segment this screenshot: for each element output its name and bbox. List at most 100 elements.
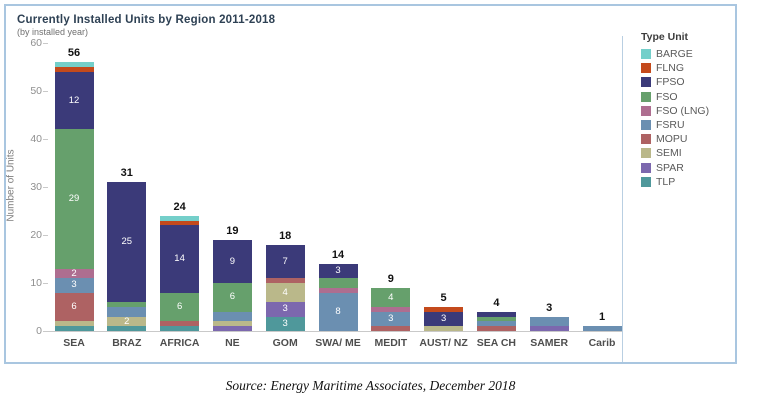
legend-item: SEMI [641,146,709,160]
y-tick-mark [43,43,48,44]
bar-segment [54,321,94,327]
legend-swatch [641,120,651,131]
bar-segment-label: 3 [440,312,447,324]
legend-panel: Type Unit BARGE FLNG FPSO FSO FSO (LNG) FSRU M… [641,31,709,189]
x-category-label: SEA [63,337,85,349]
x-category-label: BRAZ [112,337,142,349]
bar-segment-label: 3 [388,312,394,324]
y-tick-mark [43,139,48,140]
bar-segment: 25 [107,182,147,303]
bar-segment [160,326,200,331]
bar-segment [54,62,94,67]
y-tick-label: 20 [30,229,42,241]
bar-segment-label: 3 [71,279,77,291]
legend-item-label: TLP [656,175,676,188]
legend-item-label: MOPU [656,133,688,146]
bar-segment [265,278,305,283]
y-tick-mark [43,331,48,332]
legend-swatch [641,77,651,88]
y-tick-mark [43,187,48,188]
x-category-label: SAMER [530,337,569,349]
y-tick-label: 10 [30,277,42,289]
legend-swatch [641,91,651,102]
bar-segment [107,326,147,331]
legend-item-label: SEMI [656,147,682,160]
bar-total-label: 5 [440,292,447,304]
bar-segment: 3 [265,316,305,331]
y-tick-mark [43,91,48,92]
bar-total-label: 4 [493,296,500,309]
bar-segment-label: 3 [335,264,341,276]
bar-segment: 4 [371,287,411,307]
bar-segment: 14 [160,225,200,293]
bar-segment [54,67,94,72]
legend-item-label: FLNG [656,62,685,75]
bar-total-label: 19 [226,224,239,237]
legend-item-label: FSO [656,90,678,103]
bar-segment: 8 [318,292,358,331]
bar-segment [160,321,200,327]
source-caption: Source: Energy Maritime Associates, Dece… [225,378,516,393]
bar-segment-label: 7 [282,255,288,267]
bar-segment-label: 6 [71,300,77,312]
bar-segment: 4 [265,283,305,303]
bar-segment [160,220,200,226]
chart-title: Currently Installed Units by Region 2011… [17,14,276,26]
y-tick-label: 60 [30,37,42,49]
legend-separator [622,36,623,362]
bar-segment [476,316,516,322]
legend-item-label: FSO (LNG) [656,104,710,117]
bar-segment: 3 [265,302,305,317]
bar-segment [371,326,411,331]
legend-item: TLP [641,175,709,189]
bar-segment [476,311,516,317]
bar-total-label: 9 [387,272,394,285]
legend-swatch [641,148,651,159]
y-tick-label: 40 [30,133,42,145]
bar-segment-label: 3 [282,317,288,329]
bar-total-label: 24 [173,200,186,213]
bar-segment: 3 [424,311,464,327]
x-category-label: SWA/ ME [315,337,361,349]
x-category-label: AFRICA [159,337,200,349]
legend-item-label: FPSO [656,76,685,89]
bar-segment [582,326,622,331]
bar-total-label: 14 [331,248,345,261]
bar-segment-label: 29 [68,193,80,205]
bar-segment-label: 2 [124,315,130,327]
x-axis-baseline [48,331,622,332]
legend-swatch [641,49,651,60]
legend-swatch [641,162,651,173]
x-category-label: MEDIT [374,337,408,349]
legend-item: FPSO [641,75,709,89]
bar-segment: 6 [212,283,252,312]
y-tick-label: 0 [36,325,42,337]
bar-segment [107,302,147,307]
bar-segment: 9 [212,239,252,283]
bar-segment [424,307,464,312]
bar-segment [529,326,569,331]
legend-item: SPAR [641,161,709,175]
bar-segment [424,326,464,331]
legend-item-label: FSRU [656,119,685,132]
x-category-label: NE [225,337,240,349]
bar-segment-label: 8 [335,305,341,317]
legend-swatch [641,176,651,187]
bar-segment [54,326,94,331]
bar-segment: 29 [54,129,94,269]
bar-total-label: 31 [120,167,133,180]
bar-total-label: 56 [67,47,81,60]
legend-swatch [641,105,651,116]
bar-segment-label: 4 [282,287,288,298]
x-category-label: GOM [272,337,298,349]
x-category-label: Carib [588,337,616,349]
legend-items: BARGE FLNG FPSO FSO FSO (LNG) FSRU MOPU SEMI SPA… [641,47,709,189]
bar-segment: 2 [54,268,94,279]
legend-item-label: BARGE [656,48,693,61]
x-category-label: AUST/ NZ [419,337,468,349]
bar-total-label: 18 [279,229,292,242]
bar-segment: 7 [265,244,305,279]
bar-segment [160,215,200,221]
chart-subtitle: (by installed year) [17,27,89,37]
